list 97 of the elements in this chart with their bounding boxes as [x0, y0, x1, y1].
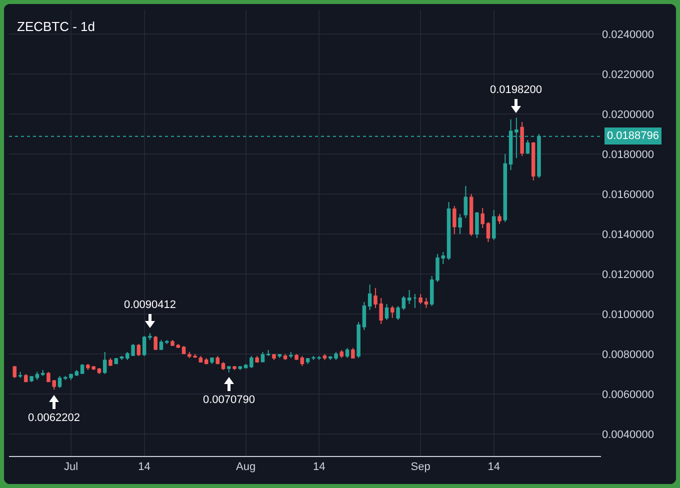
- candlestick: [424, 298, 428, 308]
- x-tick-label: Sep: [410, 461, 430, 474]
- candlestick: [306, 358, 310, 364]
- candlestick: [154, 336, 158, 350]
- candlestick: [97, 368, 102, 374]
- y-tick-label: 0.0160000: [602, 188, 654, 201]
- candlestick: [531, 142, 536, 181]
- candlestick: [204, 358, 208, 364]
- candlestick: [294, 354, 298, 360]
- candlestick: [480, 208, 484, 228]
- candlestick: [35, 371, 40, 380]
- y-tick-label: 0.0240000: [602, 28, 654, 41]
- y-tick-label: 0.0180000: [602, 148, 654, 161]
- candlestick: [526, 140, 530, 154]
- annotation: 0.0198200: [490, 84, 542, 96]
- candlestick: [227, 366, 231, 373]
- ref-line-label: 0.0188796: [607, 130, 659, 142]
- candlestick: [418, 294, 422, 304]
- candlestick: [390, 306, 394, 318]
- candlestick: [24, 374, 28, 382]
- candlestick: [198, 356, 203, 362]
- candlestick: [384, 304, 389, 320]
- y-tick-label: 0.0100000: [602, 308, 654, 321]
- y-tick-label: 0.0120000: [602, 268, 654, 281]
- candlestick: [260, 352, 265, 362]
- x-tick-label: 14: [488, 461, 500, 474]
- y-tick-label: 0.0140000: [602, 228, 654, 241]
- candlestick: [74, 370, 79, 376]
- candlestick: [18, 372, 22, 378]
- y-tick-label: 0.0220000: [602, 68, 654, 81]
- candlestick: [520, 122, 524, 156]
- candlestick: [221, 362, 226, 370]
- candlestick: [430, 276, 434, 306]
- candlestick: [255, 356, 259, 362]
- candlestick: [102, 352, 107, 374]
- candlestick: [446, 202, 451, 260]
- candlestick: [283, 354, 288, 360]
- text: ZECBTC - 1d: [17, 19, 96, 34]
- candlestick: [475, 212, 479, 238]
- candlestick: [469, 194, 474, 236]
- candlestick: [244, 364, 248, 368]
- candlestick: [503, 154, 508, 222]
- candlestick: [362, 302, 366, 330]
- candlestick: [340, 350, 344, 358]
- candlestick: [413, 294, 417, 308]
- candlestick: [120, 356, 124, 360]
- candlestick: [12, 366, 17, 378]
- candlestick: [486, 222, 490, 242]
- x-tick-label: Aug: [236, 461, 256, 474]
- candlestick: [441, 252, 446, 264]
- candlestick: [452, 206, 456, 234]
- candlestick: [322, 354, 327, 360]
- candlestick: [182, 346, 186, 354]
- candlestick: [148, 332, 152, 340]
- candlestick: [40, 370, 45, 376]
- candlestick: [356, 322, 360, 358]
- candlestick: [216, 356, 220, 364]
- candlestick: [266, 350, 270, 356]
- candlestick: [492, 210, 496, 240]
- candlestick: [210, 358, 214, 364]
- candlestick: [300, 356, 304, 366]
- candlestick: [407, 290, 412, 304]
- candlestick: [368, 284, 372, 310]
- x-tick-label: 14: [312, 461, 326, 474]
- candlestick: [289, 352, 293, 358]
- candlestick: [30, 376, 34, 382]
- candlestick: [170, 340, 174, 346]
- candlestick: [458, 214, 462, 234]
- candlestick: [351, 348, 355, 358]
- candlestick: [498, 214, 502, 224]
- annotation: 0.0090412: [124, 299, 176, 311]
- y-tick-label: 0.0060000: [602, 388, 654, 401]
- candlestick: [136, 344, 141, 356]
- candlestick: [159, 340, 164, 350]
- annotation: 0.0070790: [203, 394, 255, 406]
- candlestick: [114, 358, 118, 364]
- annotation: 0.0062202: [28, 412, 80, 424]
- candlestick: [238, 366, 242, 370]
- y-tick-label: 0.0080000: [602, 348, 654, 361]
- y-tick-label: 0.0040000: [602, 428, 654, 441]
- candlestick: [396, 306, 400, 320]
- candlestick: [164, 340, 169, 344]
- candlestick: [272, 354, 276, 360]
- x-tick-label: 14: [138, 461, 150, 474]
- candlestick: [58, 376, 62, 388]
- candlestick: [142, 336, 146, 356]
- candlestick: [345, 348, 350, 358]
- candlestick: [108, 358, 112, 366]
- candlestick: [232, 366, 236, 370]
- candlestick: [464, 186, 468, 218]
- x-tick-label: Jul: [64, 461, 78, 474]
- candlestick: [436, 254, 440, 282]
- candlestick: [278, 354, 282, 358]
- candlestick: [402, 296, 406, 310]
- candlestick: [80, 364, 84, 374]
- candlestick: [250, 356, 254, 368]
- y-tick-label: 0.0200000: [602, 108, 654, 121]
